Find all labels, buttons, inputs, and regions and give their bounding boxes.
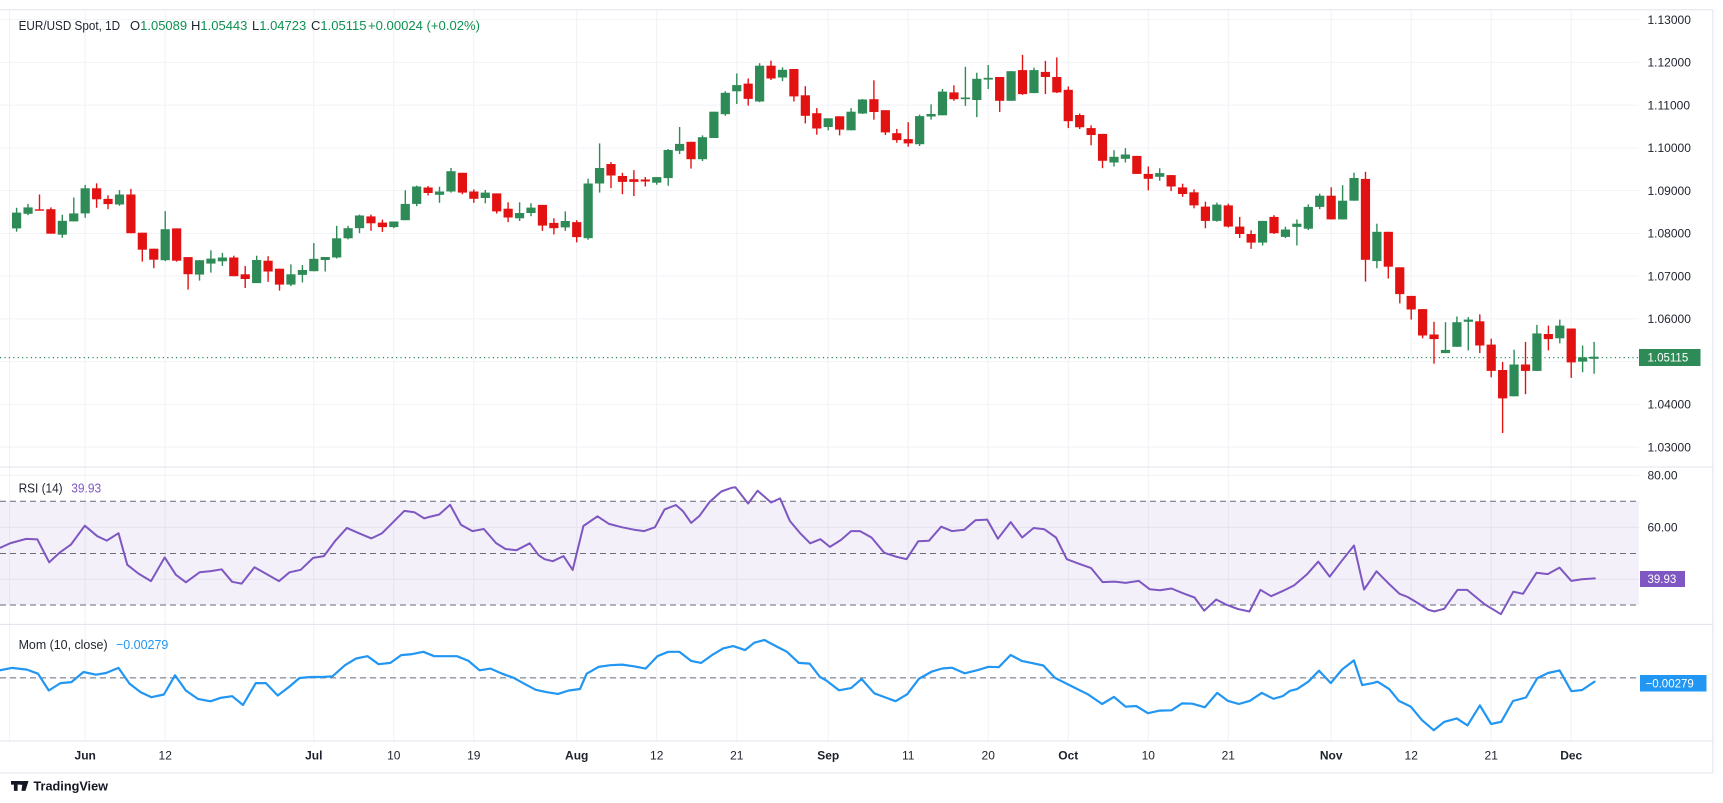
svg-text:Sep: Sep [817,749,839,763]
svg-text:Mom (10, close): Mom (10, close) [19,637,108,652]
svg-text:1.06000: 1.06000 [1648,312,1692,326]
svg-text:Oct: Oct [1058,749,1078,763]
svg-text:1.11000: 1.11000 [1648,98,1691,112]
svg-text:O1.05089: O1.05089 [130,18,187,33]
svg-text:60.00: 60.00 [1648,521,1678,535]
svg-text:21: 21 [1222,749,1236,763]
svg-text:80.00: 80.00 [1648,468,1678,482]
svg-text:19: 19 [467,749,481,763]
svg-text:12: 12 [1405,749,1419,763]
svg-text:1.08000: 1.08000 [1648,227,1692,241]
svg-text:21: 21 [1485,749,1499,763]
svg-text:H1.05443: H1.05443 [191,18,247,33]
svg-text:1.12000: 1.12000 [1648,56,1692,70]
svg-text:1.10000: 1.10000 [1648,141,1692,155]
svg-text:C1.05115: C1.05115 [311,18,366,33]
svg-text:Jun: Jun [75,749,96,763]
svg-text:1.09000: 1.09000 [1648,184,1692,198]
svg-text:1.03000: 1.03000 [1648,440,1692,454]
svg-text:10: 10 [387,749,401,763]
svg-text:21: 21 [730,749,744,763]
svg-text:EUR/USD Spot, 1D: EUR/USD Spot, 1D [19,18,121,33]
svg-text:Dec: Dec [1560,749,1582,763]
svg-text:−0.00279: −0.00279 [1646,678,1694,690]
svg-text:1.04000: 1.04000 [1648,398,1692,412]
svg-text:12: 12 [159,749,173,763]
svg-text:TradingView: TradingView [34,778,109,793]
svg-text:1.13000: 1.13000 [1648,13,1692,27]
svg-text:+0.00024 (+0.02%): +0.00024 (+0.02%) [368,18,480,33]
svg-text:39.93: 39.93 [71,481,101,496]
svg-text:Nov: Nov [1320,749,1343,763]
svg-text:L1.04723: L1.04723 [252,18,306,33]
svg-text:1.07000: 1.07000 [1648,269,1692,283]
svg-text:Aug: Aug [565,749,588,763]
svg-text:39.93: 39.93 [1648,574,1677,586]
svg-text:RSI (14): RSI (14) [19,481,63,496]
svg-text:11: 11 [902,749,915,763]
svg-text:−0.00279: −0.00279 [116,637,168,652]
svg-text:10: 10 [1142,749,1156,763]
svg-text:Jul: Jul [305,749,322,763]
svg-text:20: 20 [982,749,996,763]
svg-text:1.05115: 1.05115 [1648,353,1689,365]
svg-text:12: 12 [650,749,664,763]
